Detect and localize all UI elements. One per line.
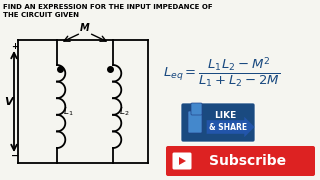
FancyBboxPatch shape [188, 111, 202, 133]
Text: $L_2$: $L_2$ [119, 105, 129, 118]
Polygon shape [179, 157, 186, 165]
Text: LIKE: LIKE [214, 111, 236, 120]
FancyBboxPatch shape [166, 146, 315, 176]
Text: & SHARE: & SHARE [209, 123, 247, 132]
FancyBboxPatch shape [191, 103, 202, 115]
FancyBboxPatch shape [181, 103, 255, 142]
Text: $L_1$: $L_1$ [63, 105, 74, 118]
Text: THE CIRCUIT GIVEN: THE CIRCUIT GIVEN [3, 12, 79, 18]
Text: Subscribe: Subscribe [209, 154, 287, 168]
Text: FIND AN EXPRESSION FOR THE INPUT IMPEDANCE OF: FIND AN EXPRESSION FOR THE INPUT IMPEDAN… [3, 4, 212, 10]
Text: −: − [11, 151, 19, 161]
Text: $L_{eq} = \dfrac{L_1 L_2 - M^2}{L_1 + L_2 - 2M}$: $L_{eq} = \dfrac{L_1 L_2 - M^2}{L_1 + L_… [163, 55, 280, 89]
FancyBboxPatch shape [172, 152, 191, 170]
Text: V: V [4, 96, 12, 107]
Text: +: + [12, 42, 19, 51]
Text: M: M [80, 23, 90, 33]
